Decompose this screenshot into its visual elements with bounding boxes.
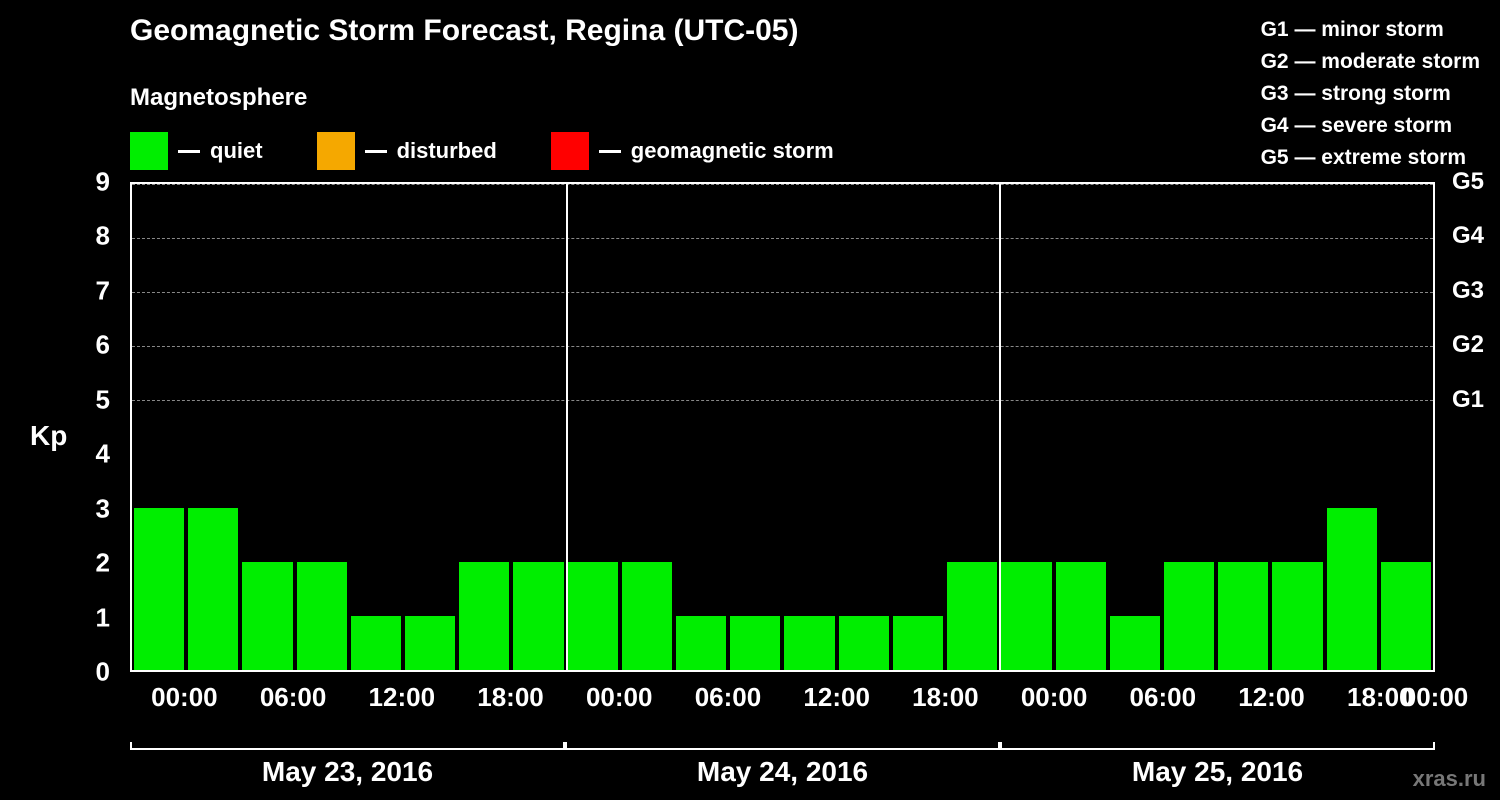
x-tick-label-day2-0600: 06:00: [1130, 682, 1197, 713]
storm-label: geomagnetic storm: [631, 138, 834, 164]
kp-bar-day1-00:00[interactable]: [568, 562, 618, 670]
y-axis-tick-9: 9: [96, 167, 110, 198]
kp-bar-day2-15:00[interactable]: [1272, 562, 1322, 670]
kp-bar-day1-21:00[interactable]: [947, 562, 997, 670]
date-label-2: May 25, 2016: [1000, 748, 1435, 788]
kp-bar-day2-18:00[interactable]: [1327, 508, 1377, 670]
x-tick-label-day0-1200: 12:00: [369, 682, 436, 713]
quiet-color-swatch: [130, 132, 168, 170]
y-axis-tick-7: 7: [96, 275, 110, 306]
legend-item-disturbed: disturbed: [317, 132, 497, 170]
kp-bar-day1-03:00[interactable]: [622, 562, 672, 670]
y-axis-tick-1: 1: [96, 602, 110, 633]
watermark-text: xras.ru: [1413, 766, 1486, 792]
kp-bar-day1-09:00[interactable]: [730, 616, 780, 670]
day-divider-1: [566, 184, 568, 670]
g2-legend-row: G2 — moderate storm: [1261, 46, 1480, 78]
y-axis-tick-6: 6: [96, 330, 110, 361]
storm-color-swatch: [551, 132, 589, 170]
x-tick-label-final-0000: 00:00: [1402, 682, 1469, 713]
page-title: Geomagnetic Storm Forecast, Regina (UTC-…: [130, 14, 798, 48]
chart-title-text: Geomagnetic Storm Forecast, Regina (UTC-…: [130, 14, 798, 48]
kp-bar-day1-12:00[interactable]: [784, 616, 834, 670]
g-axis-tick-G4: G4: [1452, 222, 1484, 250]
x-tick-dayblock-2: 00:00 06:00 12:00 18:00: [1000, 672, 1435, 732]
kp-bar-day1-15:00[interactable]: [839, 616, 889, 670]
g5-legend-row: G5 — extreme storm: [1261, 142, 1480, 174]
y-axis-tick-2: 2: [96, 548, 110, 579]
x-tick-label-day2-0000: 00:00: [1021, 682, 1088, 713]
magnetosphere-legend-title: Magnetosphere: [130, 84, 307, 112]
date-label-1: May 24, 2016: [565, 748, 1000, 788]
kp-bar-day0-15:00[interactable]: [405, 616, 455, 670]
kp-bar-day2-00:00[interactable]: [1001, 562, 1051, 670]
kp-bar-day0-00:00[interactable]: [134, 508, 184, 670]
kp-bar-day2-03:00[interactable]: [1056, 562, 1106, 670]
day-block-0: [132, 184, 566, 670]
x-tick-label-day0-1800: 18:00: [477, 682, 544, 713]
chart-plot-area[interactable]: [130, 182, 1435, 672]
date-label-0: May 23, 2016: [130, 748, 565, 788]
x-tick-label-day1-1800: 18:00: [912, 682, 979, 713]
legend-row: quiet disturbed geomagnetic storm: [130, 132, 874, 170]
x-tick-label-day0-0600: 06:00: [260, 682, 327, 713]
kp-bar-day0-09:00[interactable]: [297, 562, 347, 670]
legend-item-storm: geomagnetic storm: [551, 132, 834, 170]
y-axis-tick-4: 4: [96, 439, 110, 470]
kp-bar-day0-18:00[interactable]: [459, 562, 509, 670]
disturbed-dash: [365, 150, 387, 153]
y-axis-tick-0: 0: [96, 657, 110, 688]
g-scale-axis-labels: G1 G2 G3 G4 G5: [1442, 182, 1500, 672]
kp-bar-day2-12:00[interactable]: [1218, 562, 1268, 670]
kp-bar-day0-03:00[interactable]: [188, 508, 238, 670]
y-axis-tick-8: 8: [96, 221, 110, 252]
kp-bar-day0-06:00[interactable]: [242, 562, 292, 670]
kp-bar-day1-18:00[interactable]: [893, 616, 943, 670]
disturbed-color-swatch: [317, 132, 355, 170]
x-tick-label-day2-1200: 12:00: [1238, 682, 1305, 713]
g1-legend-row: G1 — minor storm: [1261, 14, 1480, 46]
day-block-2: [999, 184, 1433, 670]
kp-bar-day0-12:00[interactable]: [351, 616, 401, 670]
legend-item-quiet: quiet: [130, 132, 263, 170]
g-axis-tick-G1: G1: [1452, 386, 1484, 414]
kp-bar-day1-06:00[interactable]: [676, 616, 726, 670]
quiet-dash: [178, 150, 200, 153]
x-tick-dayblock-0: 00:00 06:00 12:00 18:00: [130, 672, 565, 732]
y-axis-tick-5: 5: [96, 384, 110, 415]
x-tick-label-day1-1200: 12:00: [803, 682, 870, 713]
g3-legend-row: G3 — strong storm: [1261, 78, 1480, 110]
x-axis-ticks: 00:00 06:00 12:00 18:00 00:00 06:00 12:00 18:00…: [130, 672, 1435, 732]
g-axis-tick-G3: G3: [1452, 277, 1484, 305]
g-axis-tick-G5: G5: [1452, 168, 1484, 196]
kp-bar-day2-09:00[interactable]: [1164, 562, 1214, 670]
kp-bar-day2-21:00[interactable]: [1381, 562, 1431, 670]
disturbed-label: disturbed: [397, 138, 497, 164]
g-axis-tick-G2: G2: [1452, 331, 1484, 359]
g-scale-legend: G1 — minor storm G2 — moderate storm G3 …: [1261, 14, 1480, 174]
x-tick-label-day1-0000: 00:00: [586, 682, 653, 713]
x-tick-dayblock-1: 00:00 06:00 12:00 18:00: [565, 672, 1000, 732]
quiet-label: quiet: [210, 138, 263, 164]
day-block-1: [566, 184, 1000, 670]
x-tick-label-day0-0000: 00:00: [151, 682, 218, 713]
y-axis-tick-3: 3: [96, 493, 110, 524]
g4-legend-row: G4 — severe storm: [1261, 110, 1480, 142]
kp-bar-day2-06:00[interactable]: [1110, 616, 1160, 670]
storm-dash: [599, 150, 621, 153]
day-divider-2: [999, 184, 1001, 670]
date-labels-row: May 23, 2016 May 24, 2016 May 25, 2016: [130, 748, 1435, 788]
kp-bar-day0-21:00[interactable]: [513, 562, 563, 670]
bars-container: [132, 184, 1433, 670]
x-tick-label-day1-0600: 06:00: [695, 682, 762, 713]
